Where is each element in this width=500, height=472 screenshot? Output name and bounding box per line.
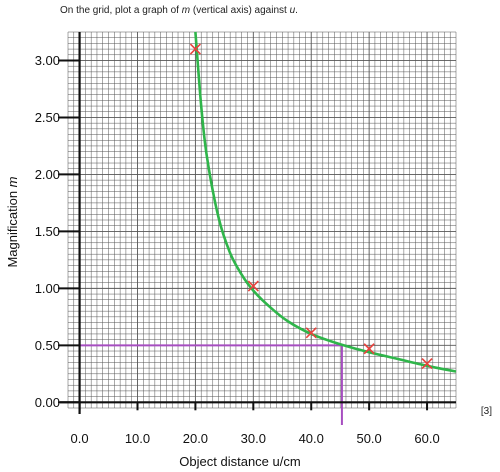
- data-point: [305, 327, 317, 339]
- data-point-stroke: [305, 327, 317, 339]
- y-tick-label: 2.50: [35, 110, 60, 125]
- data-point-stroke: [421, 357, 433, 370]
- data-point: [421, 357, 433, 370]
- reading-lines: [79, 344, 343, 425]
- y-tick-label: 0.00: [35, 395, 60, 410]
- instruction-var-m: m: [181, 5, 191, 16]
- y-tick-label: 1.00: [35, 281, 60, 296]
- data-point-stroke: [247, 280, 259, 292]
- x-tick-label: 20.0: [183, 431, 208, 446]
- marks-label: [3]: [480, 406, 492, 417]
- y-tick-label: 2.00: [35, 167, 60, 182]
- x-tick-label: 10.0: [125, 431, 150, 446]
- instruction-after: .: [295, 5, 298, 16]
- instruction-before: On the grid, plot a graph of: [60, 5, 182, 16]
- x-tick-label: 60.0: [414, 431, 439, 446]
- y-tick-label: 0.50: [35, 338, 60, 353]
- y-tick-label: 1.50: [35, 224, 60, 239]
- x-tick-label: 0.0: [71, 431, 89, 446]
- data-point: [363, 343, 375, 355]
- y-axis-title-var: m: [5, 176, 20, 187]
- instruction-middle: (vertical axis) against: [190, 5, 290, 16]
- question-instruction: On the grid, plot a graph of m (vertical…: [60, 5, 298, 16]
- x-tick-label: 50.0: [356, 431, 381, 446]
- x-tick-label: 40.0: [299, 431, 324, 446]
- curve-layer: [194, 31, 457, 373]
- x-axis-title: Object distance u/cm: [179, 454, 300, 469]
- data-point-stroke: [363, 343, 375, 355]
- y-axis-title-text: Magnification: [5, 187, 20, 267]
- data-point: [247, 280, 259, 292]
- axes: [58, 32, 456, 414]
- best-fit-curve: [194, 31, 457, 373]
- data-point-stroke: [189, 43, 201, 55]
- instruction-var-u: u: [289, 5, 296, 16]
- x-tick-label: 30.0: [241, 431, 266, 446]
- tick-labels: 0.0 10.0 20.0 30.0 40.0 50.0 60.0 0.00 0.50 1.00 1…: [35, 53, 440, 446]
- y-axis-title: Magnification m: [5, 176, 20, 267]
- y-tick-label: 3.00: [35, 53, 60, 68]
- data-points: [189, 43, 433, 370]
- data-point: [189, 43, 201, 55]
- grid: [67, 31, 457, 409]
